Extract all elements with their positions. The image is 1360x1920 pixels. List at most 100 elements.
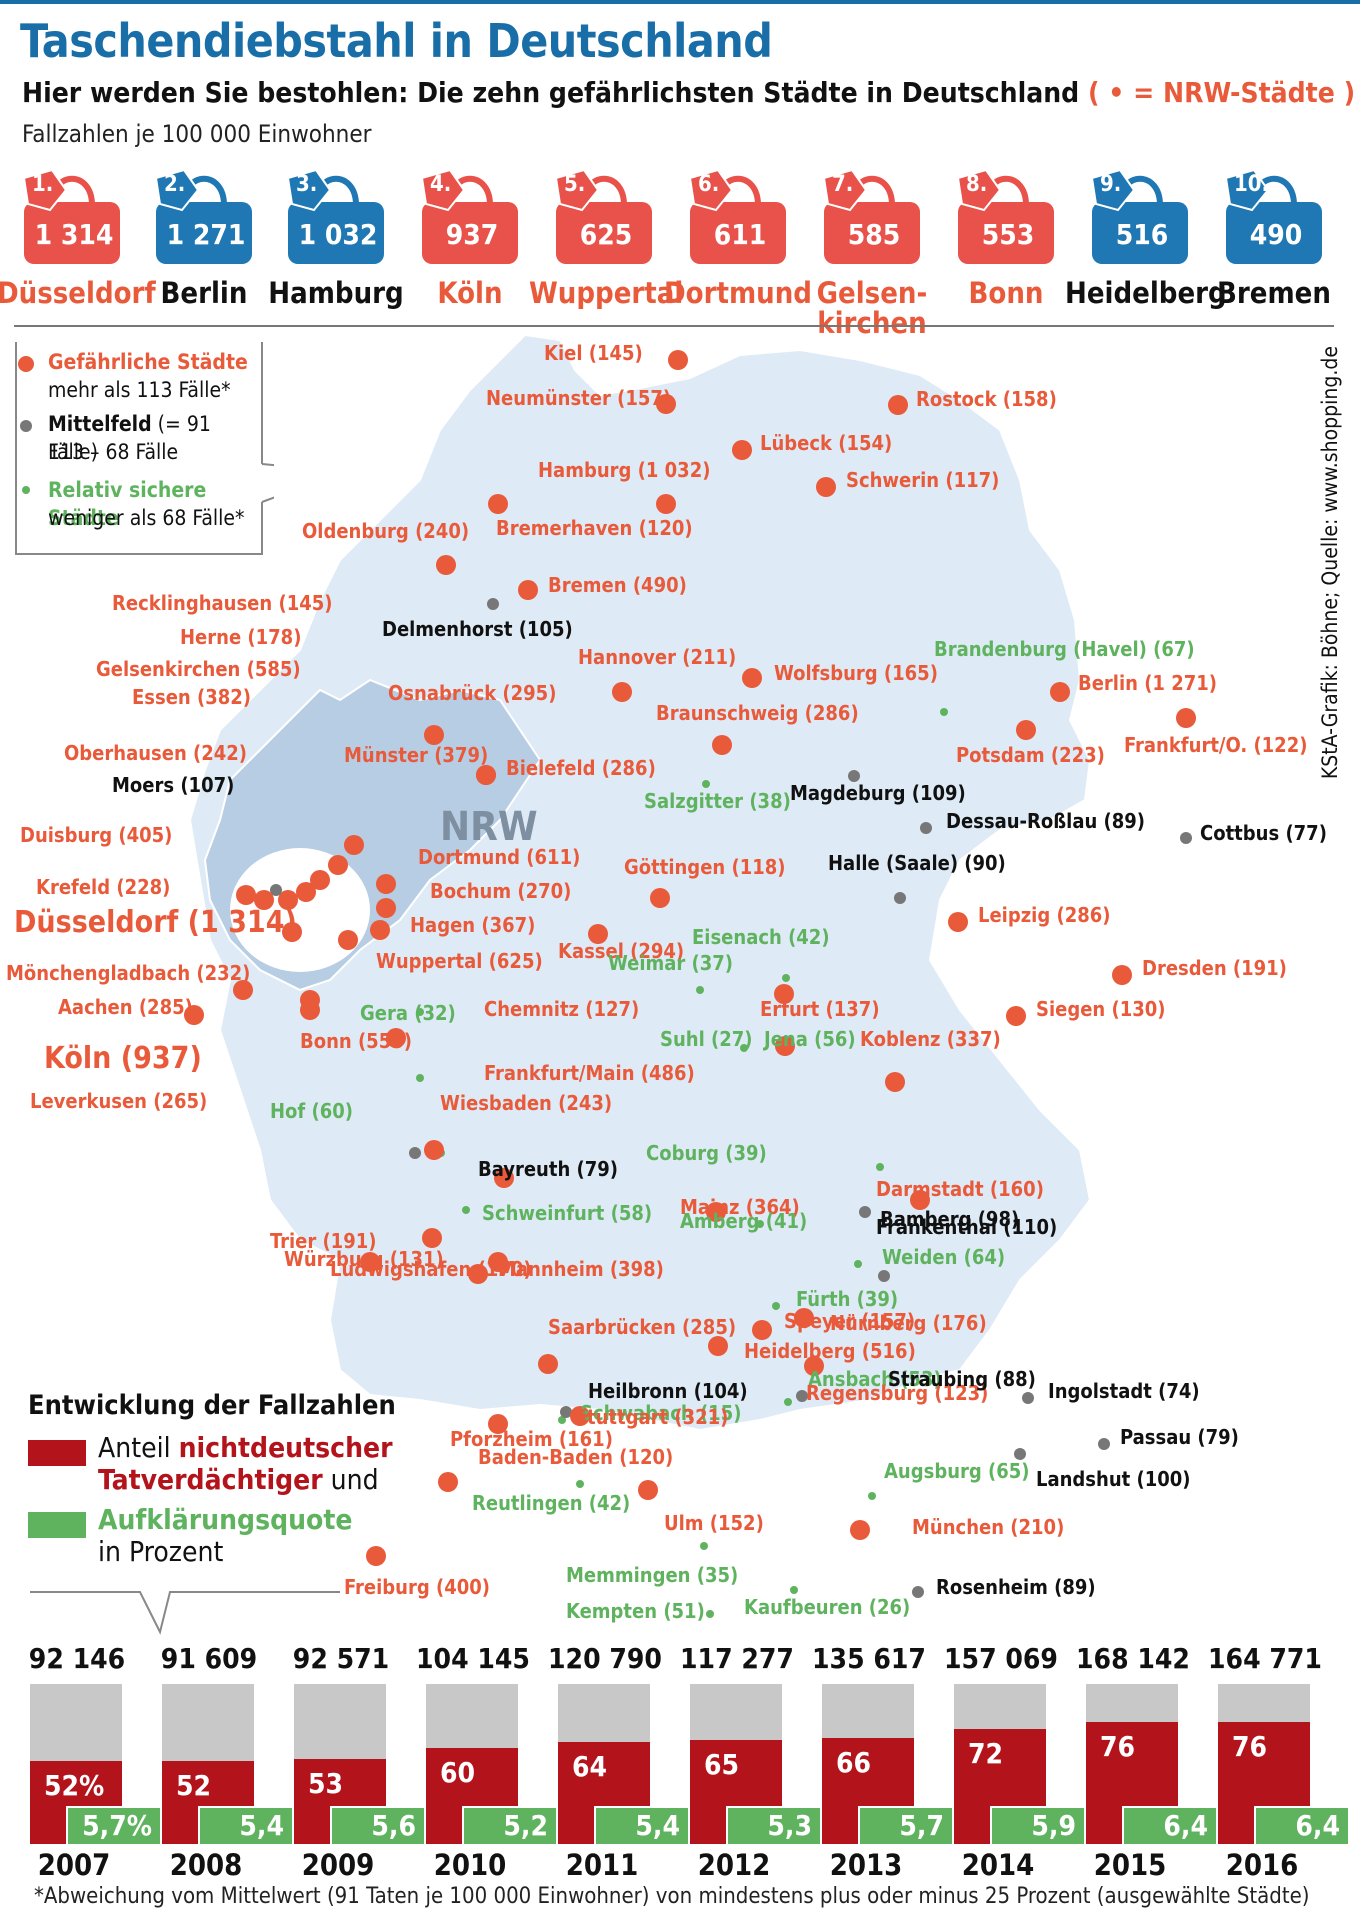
- divider-line: [14, 325, 1334, 327]
- city-dot: [416, 1008, 424, 1016]
- ranking-number: 2.: [164, 172, 186, 197]
- city-dot: [868, 1492, 876, 1500]
- city-dot: [254, 890, 274, 910]
- bar-aufklaerung: [330, 1806, 426, 1846]
- city-label: Osnabrück (295): [388, 681, 556, 705]
- handbag-icon: [554, 168, 652, 264]
- ranking-number: 5.: [564, 172, 586, 197]
- year-label: 2007: [37, 1848, 111, 1882]
- bar-aufklaerung-label: 5,4: [239, 1809, 284, 1842]
- city-dot: [732, 440, 752, 460]
- city-dot: [1016, 720, 1036, 740]
- city-label: Düsseldorf (1 314): [14, 905, 297, 940]
- legend-danger-dot: [18, 356, 34, 372]
- footnote: *Abweichung vom Mittelwert (91 Taten je …: [34, 1884, 1310, 1909]
- legend-a3: Tatverdächtiger: [98, 1463, 323, 1496]
- city-label: Ludwigshafen (170): [330, 1257, 532, 1281]
- city-dot: [696, 986, 704, 994]
- legend-middle-sub: 113 – 68 Fälle: [48, 440, 179, 464]
- ranking-value: 937: [445, 218, 499, 251]
- legend-middle-rest: (= 91 Fälle): [48, 412, 211, 464]
- city-dot: [376, 898, 396, 918]
- ranking-number: 3.: [296, 172, 318, 197]
- city-label: Reutlingen (42): [472, 1491, 630, 1515]
- bar-nichtdeutsch-label: 65: [704, 1748, 740, 1781]
- city-dot: [386, 1028, 406, 1048]
- city-label: Freiburg (400): [344, 1575, 490, 1599]
- legend-middle-dot: [20, 420, 32, 432]
- city-dot: [656, 494, 676, 514]
- city-label: Duisburg (405): [20, 823, 172, 847]
- city-label: Coburg (39): [646, 1141, 767, 1165]
- city-label: Mönchengladbach (232): [6, 961, 250, 985]
- ranking-value: 585: [847, 218, 901, 251]
- city-dot: [436, 555, 456, 575]
- city-dot: [910, 1190, 930, 1210]
- ranking-bag: 8. 553: [956, 160, 1056, 270]
- city-label: Brandenburg (Havel) (67): [934, 637, 1195, 661]
- city-dot: [1176, 708, 1196, 728]
- city-label: Wolfsburg (165): [774, 661, 938, 685]
- city-label: Nürnberg (176): [830, 1311, 987, 1335]
- bar-nichtdeutsch-label: 53: [308, 1767, 344, 1800]
- city-dot: [612, 682, 632, 702]
- callout-pointer: [30, 1591, 340, 1635]
- city-label: Bayreuth (79): [478, 1157, 618, 1181]
- bar-total-label: 120 790: [548, 1642, 662, 1675]
- city-label: Frankenthal (110): [876, 1215, 1057, 1239]
- bar-nichtdeutsch-label: 76: [1232, 1730, 1268, 1763]
- city-dot: [1014, 1448, 1026, 1460]
- legend-b2: in Prozent: [98, 1535, 224, 1568]
- city-dot: [370, 920, 390, 940]
- handbag-icon: [22, 168, 120, 264]
- city-dot: [488, 494, 508, 514]
- city-dot: [668, 350, 688, 370]
- city-dot: [794, 1308, 814, 1328]
- ranking-value: 553: [981, 218, 1035, 251]
- bar-total-label: 168 142: [1076, 1642, 1190, 1675]
- city-label: Aachen (285): [58, 995, 193, 1019]
- city-label: Frankfurt/O. (122): [1124, 733, 1307, 757]
- year-label: 2013: [829, 1848, 903, 1882]
- city-dot: [416, 1074, 424, 1082]
- bar-total-label: 104 145: [416, 1642, 530, 1675]
- city-dot: [804, 1356, 824, 1376]
- city-label: Saarbrücken (285): [548, 1315, 736, 1339]
- bar-aufklaerung-label: 5,7: [899, 1809, 944, 1842]
- ranking-bag: 5. 625: [554, 160, 654, 270]
- handbag-icon: [1090, 168, 1188, 264]
- city-label: Potsdam (223): [956, 743, 1105, 767]
- city-dot: [854, 1260, 862, 1268]
- city-label: Hamburg (1 032): [538, 458, 710, 482]
- city-label: Lübeck (154): [760, 431, 892, 455]
- city-label: Weimar (37): [608, 951, 733, 975]
- bar-total-label: 135 617: [812, 1642, 926, 1675]
- year-label: 2010: [433, 1848, 507, 1882]
- city-label: Würzburg (131): [284, 1247, 444, 1271]
- legend-middle-bold: Mittelfeld: [48, 412, 152, 436]
- city-label: Bremen (490): [548, 573, 687, 597]
- city-dot: [772, 1302, 780, 1310]
- city-label: Erfurt (137): [760, 997, 880, 1021]
- city-label: Ingolstadt (74): [1048, 1379, 1200, 1403]
- city-dot: [885, 1072, 905, 1092]
- ranking-city: Dortmund: [664, 276, 812, 310]
- city-label: Baden-Baden (120): [478, 1445, 673, 1469]
- year-label: 2012: [697, 1848, 771, 1882]
- ranking-bag: 6. 611: [688, 160, 788, 270]
- city-dot: [366, 1546, 386, 1566]
- city-label: Magdeburg (109): [790, 781, 966, 805]
- city-label: Bochum (270): [430, 879, 571, 903]
- city-dot: [638, 1480, 658, 1500]
- bar-nichtdeutsch-label: 66: [836, 1746, 872, 1779]
- ranking-city: Düsseldorf: [0, 276, 156, 310]
- bar-aufklaerung-label: 5,2: [503, 1809, 548, 1842]
- bar-total-label: 92 146: [28, 1642, 126, 1675]
- city-dot: [1180, 832, 1192, 844]
- handbag-icon: [286, 168, 384, 264]
- city-label: Rostock (158): [916, 387, 1057, 411]
- bar-aufklaerung: [1254, 1806, 1350, 1846]
- legend-frame: [15, 342, 274, 555]
- bar-aufklaerung: [726, 1806, 822, 1846]
